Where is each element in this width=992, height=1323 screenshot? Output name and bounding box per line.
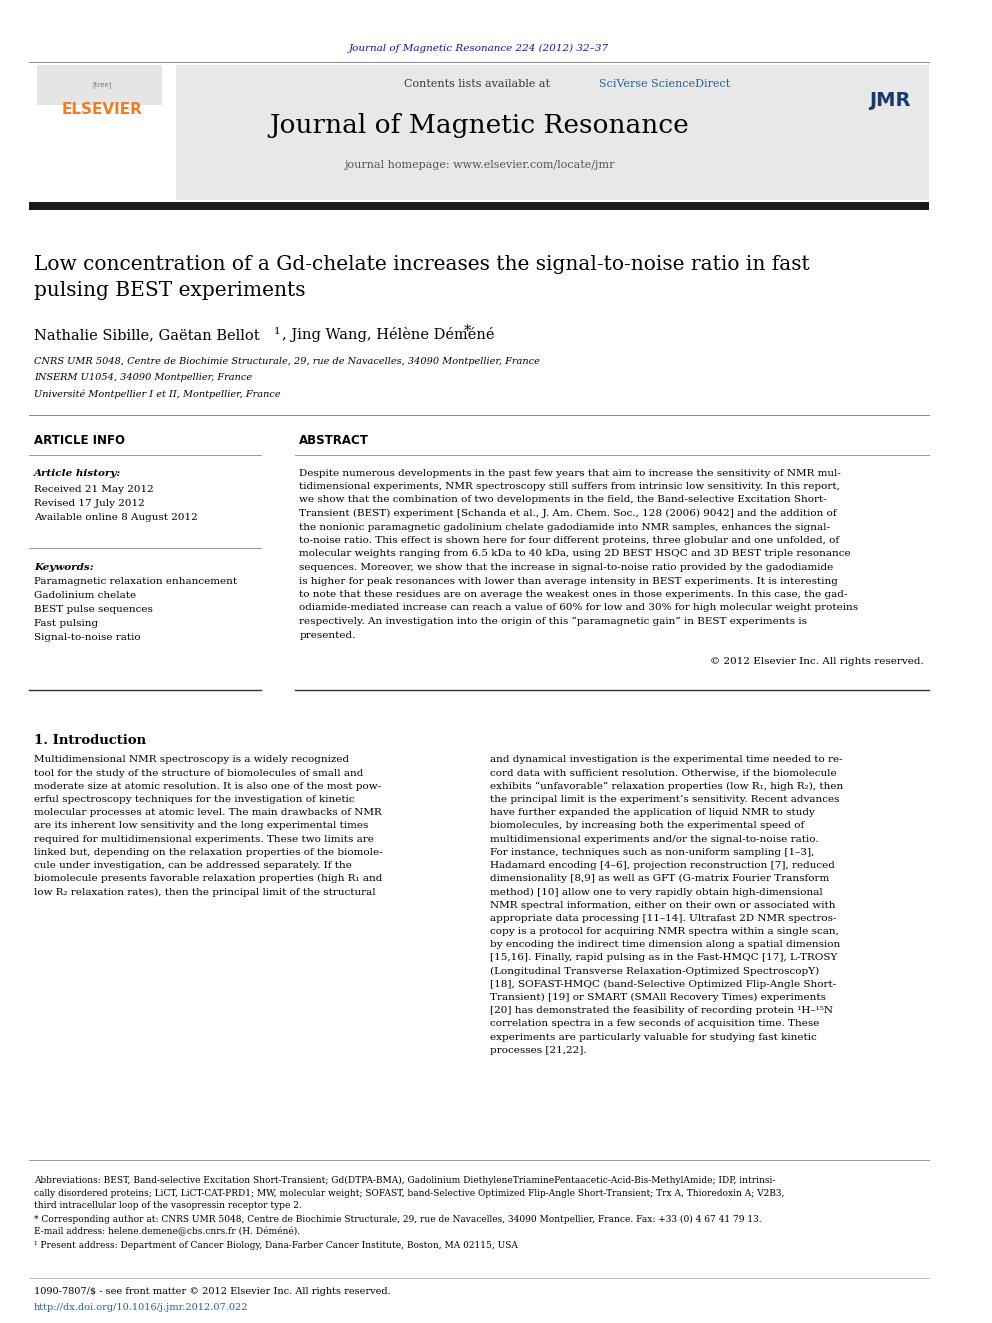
Text: Available online 8 August 2012: Available online 8 August 2012: [34, 513, 197, 523]
Text: 1: 1: [274, 327, 281, 336]
Text: INSERM U1054, 34090 Montpellier, France: INSERM U1054, 34090 Montpellier, France: [34, 373, 252, 382]
Text: required for multidimensional experiments. These two limits are: required for multidimensional experiment…: [34, 835, 374, 844]
Text: Abbreviations: BEST, Band-selective Excitation Short-Transient; Gd(DTPA-BMA), Ga: Abbreviations: BEST, Band-selective Exci…: [34, 1175, 775, 1184]
Text: http://dx.doi.org/10.1016/j.jmr.2012.07.022: http://dx.doi.org/10.1016/j.jmr.2012.07.…: [34, 1303, 248, 1312]
Text: Paramagnetic relaxation enhancement: Paramagnetic relaxation enhancement: [34, 578, 237, 586]
Text: tool for the study of the structure of biomolecules of small and: tool for the study of the structure of b…: [34, 769, 363, 778]
Text: © 2012 Elsevier Inc. All rights reserved.: © 2012 Elsevier Inc. All rights reserved…: [710, 658, 925, 667]
Text: exhibits “unfavorable” relaxation properties (low R₁, high R₂), then: exhibits “unfavorable” relaxation proper…: [490, 782, 843, 791]
Text: cule under investigation, can be addressed separately. If the: cule under investigation, can be address…: [34, 861, 352, 871]
Text: are its inherent low sensitivity and the long experimental times: are its inherent low sensitivity and the…: [34, 822, 368, 831]
Text: ELSEVIER: ELSEVIER: [62, 102, 143, 118]
Text: the nonionic paramagnetic gadolinium chelate gadodiamide into NMR samples, enhan: the nonionic paramagnetic gadolinium che…: [300, 523, 830, 532]
Text: For instance, techniques such as non-uniform sampling [1–3],: For instance, techniques such as non-uni…: [490, 848, 814, 857]
Text: * Corresponding author at: CNRS UMR 5048, Centre de Biochimie Structurale, 29, r: * Corresponding author at: CNRS UMR 5048…: [34, 1215, 762, 1224]
Text: appropriate data processing [11–14]. Ultrafast 2D NMR spectros-: appropriate data processing [11–14]. Ult…: [490, 914, 836, 923]
Text: method) [10] allow one to very rapidly obtain high-dimensional: method) [10] allow one to very rapidly o…: [490, 888, 822, 897]
Text: NMR spectral information, either on their own or associated with: NMR spectral information, either on thei…: [490, 901, 835, 910]
Text: molecular weights ranging from 6.5 kDa to 40 kDa, using 2D BEST HSQC and 3D BEST: molecular weights ranging from 6.5 kDa t…: [300, 549, 851, 558]
Text: BEST pulse sequences: BEST pulse sequences: [34, 606, 153, 614]
Text: Contents lists available at: Contents lists available at: [404, 79, 554, 89]
Text: Keywords:: Keywords:: [34, 562, 93, 572]
Text: E-mail address: helene.demene@cbs.cnrs.fr (H. Déméné).: E-mail address: helene.demene@cbs.cnrs.f…: [34, 1228, 300, 1237]
Text: Article history:: Article history:: [34, 468, 121, 478]
Text: pulsing BEST experiments: pulsing BEST experiments: [34, 280, 306, 299]
Text: tidimensional experiments, NMR spectroscopy still suffers from intrinsic low sen: tidimensional experiments, NMR spectrosc…: [300, 482, 840, 491]
Text: multidimensional experiments and/or the signal-to-noise ratio.: multidimensional experiments and/or the …: [490, 835, 818, 844]
Text: biomolecules, by increasing both the experimental speed of: biomolecules, by increasing both the exp…: [490, 822, 804, 831]
Text: moderate size at atomic resolution. It is also one of the most pow-: moderate size at atomic resolution. It i…: [34, 782, 381, 791]
Text: ABSTRACT: ABSTRACT: [300, 434, 369, 446]
Text: sequences. Moreover, we show that the increase in signal-to-noise ratio provided: sequences. Moreover, we show that the in…: [300, 564, 833, 572]
Text: and dynamical investigation is the experimental time needed to re-: and dynamical investigation is the exper…: [490, 755, 842, 765]
Text: to-noise ratio. This effect is shown here for four different proteins, three glo: to-noise ratio. This effect is shown her…: [300, 536, 839, 545]
Text: cally disordered proteins; LiCT, LiCT-CAT-PRD1; MW, molecular weight; SOFAST, ba: cally disordered proteins; LiCT, LiCT-CA…: [34, 1188, 784, 1197]
Text: odiamide-mediated increase can reach a value of 60% for low and 30% for high mol: odiamide-mediated increase can reach a v…: [300, 603, 858, 613]
Text: ARTICLE INFO: ARTICLE INFO: [34, 434, 125, 446]
Text: , Jing Wang, Hélène Déméné: , Jing Wang, Hélène Déméné: [282, 328, 494, 343]
Text: Journal of Magnetic Resonance 224 (2012) 32–37: Journal of Magnetic Resonance 224 (2012)…: [349, 44, 609, 53]
Text: low R₂ relaxation rates), then the principal limit of the structural: low R₂ relaxation rates), then the princ…: [34, 888, 375, 897]
Text: [18], SOFAST-HMQC (band-Selective Optimized Flip-Angle Short-: [18], SOFAST-HMQC (band-Selective Optimi…: [490, 980, 836, 990]
Bar: [852, 65, 929, 200]
Text: by encoding the indirect time dimension along a spatial dimension: by encoding the indirect time dimension …: [490, 941, 840, 950]
Text: Low concentration of a Gd-chelate increases the signal-to-noise ratio in fast: Low concentration of a Gd-chelate increa…: [34, 255, 809, 274]
Text: erful spectroscopy techniques for the investigation of kinetic: erful spectroscopy techniques for the in…: [34, 795, 354, 804]
Text: have further expanded the application of liquid NMR to study: have further expanded the application of…: [490, 808, 814, 818]
Text: [20] has demonstrated the feasibility of recording protein ¹H–¹⁵N: [20] has demonstrated the feasibility of…: [490, 1007, 832, 1015]
Text: Received 21 May 2012: Received 21 May 2012: [34, 486, 154, 495]
Text: third intracellular loop of the vasopressin receptor type 2.: third intracellular loop of the vasopres…: [34, 1201, 302, 1211]
Text: Multidimensional NMR spectroscopy is a widely recognized: Multidimensional NMR spectroscopy is a w…: [34, 755, 349, 765]
Text: Gadolinium chelate: Gadolinium chelate: [34, 591, 136, 601]
Text: to note that these residues are on average the weakest ones in those experiments: to note that these residues are on avera…: [300, 590, 848, 599]
Text: JMR: JMR: [870, 90, 911, 110]
Text: CNRS UMR 5048, Centre de Biochimie Structurale, 29, rue de Navacelles, 34090 Mon: CNRS UMR 5048, Centre de Biochimie Struc…: [34, 357, 540, 366]
Text: cord data with sufficient resolution. Otherwise, if the biomolecule: cord data with sufficient resolution. Ot…: [490, 769, 836, 778]
Text: 1. Introduction: 1. Introduction: [34, 733, 146, 746]
Text: Revised 17 July 2012: Revised 17 July 2012: [34, 500, 145, 508]
Text: Hadamard encoding [4–6], projection reconstruction [7], reduced: Hadamard encoding [4–6], projection reco…: [490, 861, 834, 871]
Text: biomolecule presents favorable relaxation properties (high R₁ and: biomolecule presents favorable relaxatio…: [34, 875, 382, 884]
Text: Despite numerous developments in the past few years that aim to increase the sen: Despite numerous developments in the pas…: [300, 468, 841, 478]
Text: is higher for peak resonances with lower than average intensity in BEST experime: is higher for peak resonances with lower…: [300, 577, 838, 586]
Text: copy is a protocol for acquiring NMR spectra within a single scan,: copy is a protocol for acquiring NMR spe…: [490, 927, 838, 937]
Text: Journal of Magnetic Resonance: Journal of Magnetic Resonance: [269, 112, 688, 138]
Text: Transient (BEST) experiment [Schanda et al., J. Am. Chem. Soc., 128 (2006) 9042]: Transient (BEST) experiment [Schanda et …: [300, 509, 837, 519]
Text: presented.: presented.: [300, 631, 356, 639]
Text: Fast pulsing: Fast pulsing: [34, 619, 98, 628]
Bar: [29, 65, 929, 200]
Text: the principal limit is the experiment’s sensitivity. Recent advances: the principal limit is the experiment’s …: [490, 795, 839, 804]
Text: Nathalie Sibille, Gaëtan Bellot: Nathalie Sibille, Gaëtan Bellot: [34, 328, 260, 343]
Text: Transient) [19] or SMART (SMAll Recovery Times) experiments: Transient) [19] or SMART (SMAll Recovery…: [490, 994, 825, 1002]
Text: [15,16]. Finally, rapid pulsing as in the Fast-HMQC [17], L-TROSY: [15,16]. Finally, rapid pulsing as in th…: [490, 954, 837, 963]
Text: 1090-7807/$ - see front matter © 2012 Elsevier Inc. All rights reserved.: 1090-7807/$ - see front matter © 2012 El…: [34, 1287, 391, 1297]
Bar: [29, 202, 929, 210]
Text: journal homepage: www.elsevier.com/locate/jmr: journal homepage: www.elsevier.com/locat…: [343, 160, 614, 169]
Bar: [29, 65, 176, 200]
Text: correlation spectra in a few seconds of acquisition time. These: correlation spectra in a few seconds of …: [490, 1020, 819, 1028]
Text: ¹ Present address: Department of Cancer Biology, Dana-Farber Cancer Institute, B: ¹ Present address: Department of Cancer …: [34, 1241, 518, 1249]
Text: processes [21,22].: processes [21,22].: [490, 1046, 586, 1054]
Text: *: *: [463, 324, 471, 337]
Text: experiments are particularly valuable for studying fast kinetic: experiments are particularly valuable fo…: [490, 1033, 816, 1041]
Text: Signal-to-noise ratio: Signal-to-noise ratio: [34, 634, 141, 643]
Text: SciVerse ScienceDirect: SciVerse ScienceDirect: [599, 79, 730, 89]
Text: dimensionality [8,9] as well as GFT (G-matrix Fourier Transform: dimensionality [8,9] as well as GFT (G-m…: [490, 875, 829, 884]
Text: molecular processes at atomic level. The main drawbacks of NMR: molecular processes at atomic level. The…: [34, 808, 382, 818]
Text: (Longitudinal Transverse Relaxation-Optimized SpectroscopY): (Longitudinal Transverse Relaxation-Opti…: [490, 967, 818, 976]
Text: [tree]: [tree]: [92, 82, 112, 89]
Text: we show that the combination of two developments in the field, the Band-selectiv: we show that the combination of two deve…: [300, 496, 827, 504]
Text: linked but, depending on the relaxation properties of the biomole-: linked but, depending on the relaxation …: [34, 848, 383, 857]
Text: Université Montpellier I et II, Montpellier, France: Université Montpellier I et II, Montpell…: [34, 389, 281, 398]
Text: respectively. An investigation into the origin of this “paramagnetic gain” in BE: respectively. An investigation into the …: [300, 617, 807, 626]
Bar: [37, 65, 163, 105]
